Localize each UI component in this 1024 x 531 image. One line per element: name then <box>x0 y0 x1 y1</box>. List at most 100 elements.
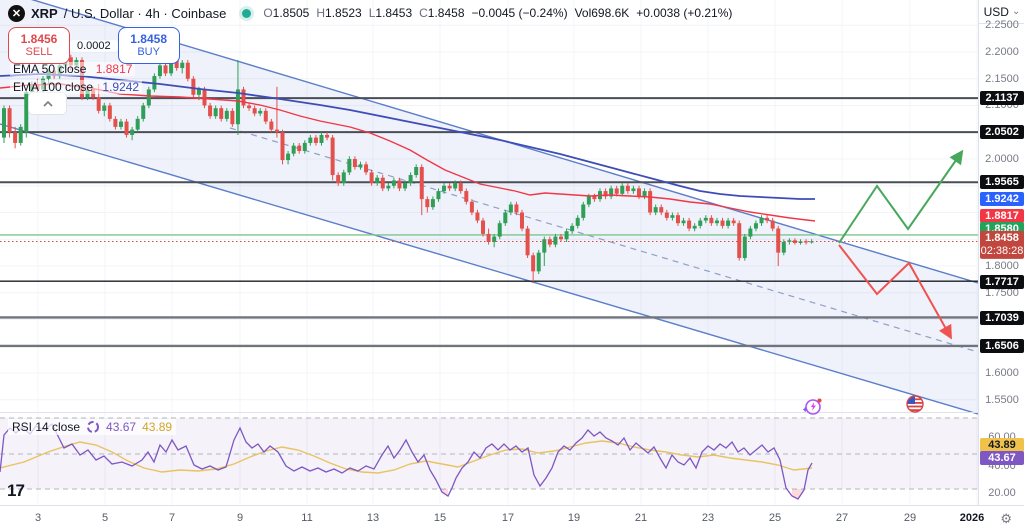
candle-body <box>636 188 641 197</box>
buy-button[interactable]: 1.8458 BUY <box>117 27 180 64</box>
price-tick-label: 1.6000 <box>985 367 1019 379</box>
buy-label: BUY <box>137 46 160 59</box>
candle-body <box>330 137 335 176</box>
xrp-logo-glyph: ✕ <box>11 7 22 20</box>
sell-button[interactable]: 1.8456 SELL <box>8 27 70 64</box>
symbol-name[interactable]: XRP <box>31 5 58 21</box>
candle-body <box>675 215 680 224</box>
candle-body <box>274 129 279 133</box>
price-tick-label: 2.2000 <box>985 46 1019 58</box>
candle-body <box>731 220 736 224</box>
price-tick-label: 1.8000 <box>985 260 1019 272</box>
candle-body <box>737 223 742 258</box>
chevron-down-icon: ⌄ <box>1011 6 1021 17</box>
price-chart-canvas[interactable] <box>0 0 978 505</box>
pane-separator[interactable] <box>0 412 978 413</box>
candle-body <box>520 212 525 229</box>
candle-body <box>146 89 151 106</box>
rsi-legend[interactable]: RSI 14 close 43.67 43.89 <box>8 419 177 435</box>
level-price-label: 2.0502 <box>980 125 1024 139</box>
candle-body <box>720 220 725 226</box>
candle-body <box>575 217 580 226</box>
candle-body <box>269 121 274 130</box>
time-tick-label: 11 <box>301 512 313 524</box>
currency-selector[interactable]: USD ⌄ <box>979 0 1024 24</box>
candle-body <box>241 89 246 106</box>
candle-body <box>492 236 497 242</box>
candle-body <box>358 164 363 168</box>
chart-header: ✕ XRP / U.S. Dollar · 4h · Coinbase O1.8… <box>0 0 978 26</box>
level-price-label: 1.9565 <box>980 175 1024 189</box>
candle-body <box>475 212 480 221</box>
candle-body <box>508 204 513 213</box>
candle-body <box>230 110 235 125</box>
candle-body <box>809 241 814 243</box>
candle-body <box>581 204 586 218</box>
candle-body <box>570 225 575 232</box>
candle-body <box>586 196 591 205</box>
candle-body <box>380 177 385 189</box>
candle-body <box>436 191 441 200</box>
candle-body <box>286 153 291 161</box>
last-price-label: 1.8458 02:38:28 <box>980 230 1024 260</box>
buy-price: 1.8458 <box>130 31 167 46</box>
ohlc-readout: O1.8505 H1.8523 L1.8453 C1.8458 −0.0045 … <box>263 6 732 20</box>
candle-body <box>430 199 435 208</box>
tradingview-logo[interactable]: 17 <box>7 481 25 500</box>
candle-body <box>208 105 213 117</box>
candle-body <box>347 159 352 173</box>
time-tick-label: 21 <box>634 512 648 524</box>
candle-body <box>252 108 257 114</box>
candle-body <box>759 217 764 224</box>
xrp-symbol-icon[interactable]: ✕ <box>8 4 25 22</box>
price-tick-label: 20.00 <box>988 487 1016 499</box>
candle-body <box>291 145 296 154</box>
rsi-loop-icon <box>87 421 100 433</box>
candle-body <box>191 78 196 95</box>
candle-body <box>553 236 558 245</box>
us-flag-event-icon[interactable] <box>905 394 925 419</box>
open-value: 1.8505 <box>272 6 310 20</box>
close-label: C <box>419 6 428 20</box>
candle-body <box>776 228 781 253</box>
candle-body <box>169 60 174 74</box>
candle-body <box>458 183 463 192</box>
candle-body <box>664 212 669 218</box>
rsi-label: RSI 14 close <box>12 420 81 434</box>
candle-body <box>469 201 474 213</box>
candle-body <box>185 62 190 79</box>
candle-body <box>96 97 101 111</box>
candle-body <box>703 217 708 221</box>
bullish-projection-arrow <box>838 149 964 244</box>
candle-body <box>642 191 647 197</box>
market-status-icon[interactable] <box>242 8 252 18</box>
gear-icon[interactable]: ⚙ <box>1000 511 1012 526</box>
candle-body <box>503 212 508 224</box>
candle-body <box>564 231 569 240</box>
sell-label: SELL <box>25 46 53 59</box>
candle-body <box>486 233 491 242</box>
currency-label: USD <box>983 4 1009 19</box>
ai-sparkle-event-icon[interactable] <box>802 395 824 422</box>
time-tick-label: 23 <box>701 512 715 524</box>
candle-body <box>648 191 653 213</box>
ema100-legend[interactable]: EMA 100 close 1.9242 <box>10 80 143 94</box>
last-price-value: 1.8458 <box>985 231 1019 244</box>
price-axis[interactable]: USD ⌄ 2.2500 2.2000 2.1500 2.1000 2.0000 1.80… <box>978 0 1024 505</box>
time-axis[interactable]: 3 5 7 9 11 13 15 17 19 21 23 25 27 29 2026 ⚙ <box>0 505 1024 531</box>
symbol-description[interactable]: / U.S. Dollar · 4h · Coinbase <box>63 5 227 21</box>
bearish-projection-arrow <box>838 244 952 340</box>
time-tick-label: 13 <box>366 512 380 524</box>
candle-body <box>319 134 324 143</box>
ema50-line <box>0 83 816 222</box>
pane-collapse-button[interactable] <box>28 92 67 115</box>
candle-body <box>753 223 758 229</box>
ema50-legend[interactable]: EMA 50 close 1.8817 <box>10 62 136 76</box>
indicator-price-label: 1.9242 <box>980 192 1024 206</box>
change-value: −0.0045 (−0.24%) <box>471 6 568 20</box>
ema100-label: EMA 100 close <box>13 80 94 94</box>
candle-body <box>659 207 664 213</box>
candle-body <box>263 110 268 122</box>
rsi-value-yellow: 43.89 <box>142 420 173 434</box>
candle-body <box>419 167 424 200</box>
